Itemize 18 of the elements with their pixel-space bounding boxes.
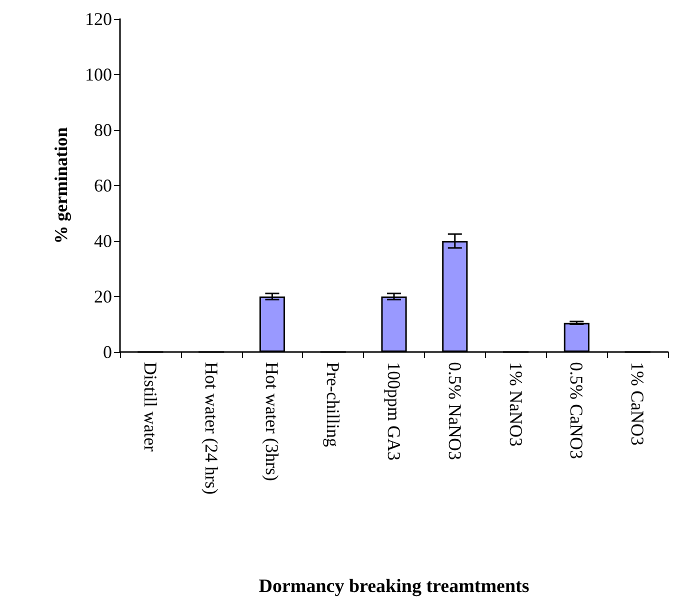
y-axis-title: % germination bbox=[51, 127, 71, 244]
y-tick-label: 20 bbox=[94, 286, 112, 306]
y-tick-label: 40 bbox=[94, 231, 112, 251]
x-tick-label: 1% NaNO3 bbox=[506, 362, 526, 446]
x-axis-title: Dormancy breaking treamtments bbox=[258, 576, 530, 597]
x-tick-label: 0.5% NaNO3 bbox=[444, 362, 465, 460]
y-tick-label: 100 bbox=[85, 64, 112, 84]
x-tick-label: Distill water bbox=[140, 362, 160, 452]
x-tick-label: 100ppm GA3 bbox=[384, 362, 404, 460]
y-tick-label: 60 bbox=[94, 176, 112, 196]
x-tick-label: 1% CaNO3 bbox=[628, 362, 648, 446]
x-tick-label: 0.5% CaNO3 bbox=[566, 362, 587, 459]
y-tick-label: 0 bbox=[103, 342, 112, 362]
x-tick-label: Hot water (3hrs) bbox=[262, 362, 282, 481]
y-tick-label: 80 bbox=[94, 120, 112, 140]
x-tick-label: Pre-chilling bbox=[323, 362, 344, 447]
x-tick-label: Hot water (24 hrs) bbox=[201, 362, 222, 494]
y-tick-label: 120 bbox=[85, 9, 112, 29]
